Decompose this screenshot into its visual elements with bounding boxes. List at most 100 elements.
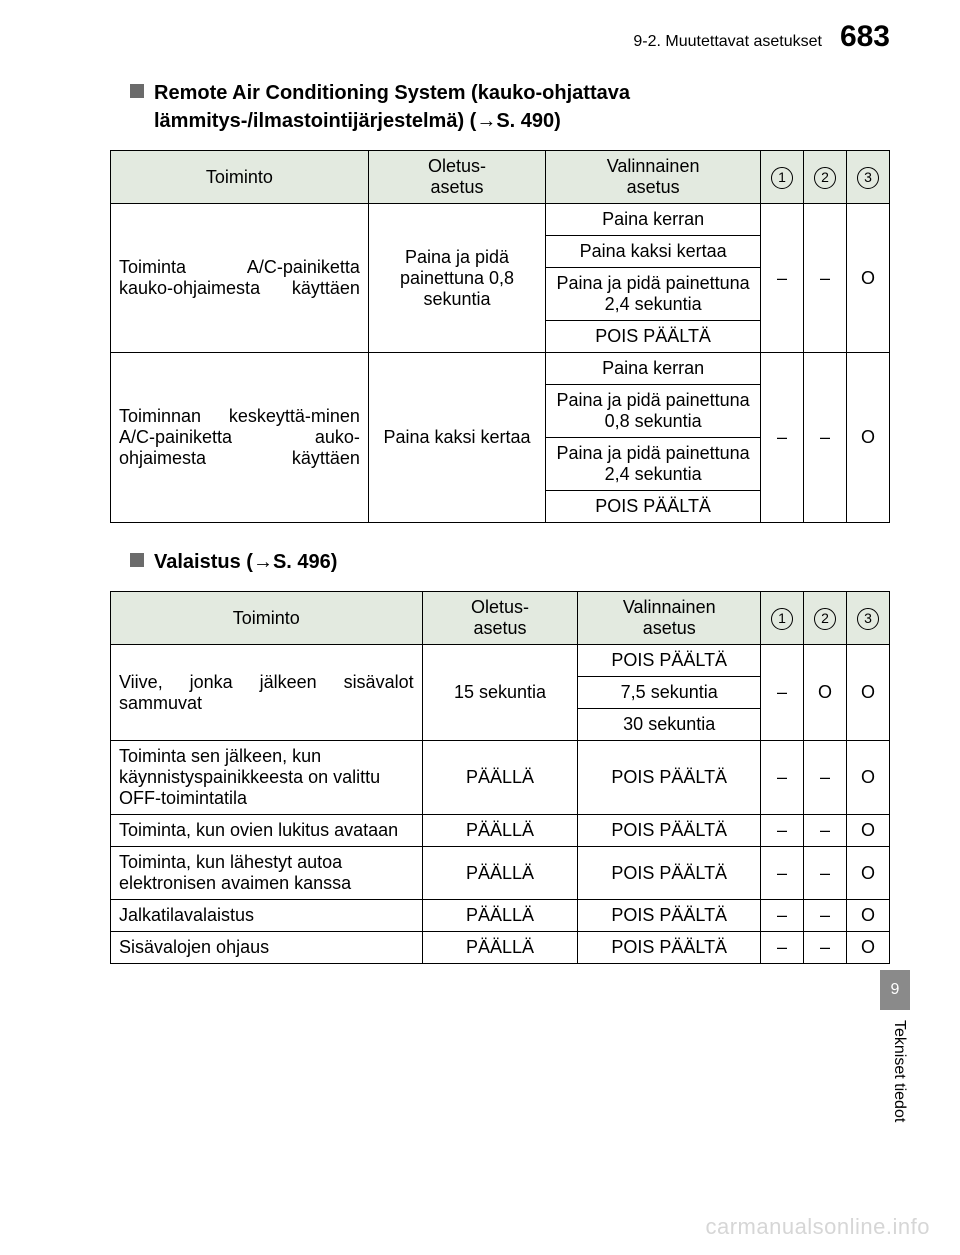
header-section: 9-2. Muutettavat asetukset xyxy=(633,33,822,51)
table-row: Toiminta, kun ovien lukitus avataan PÄÄL… xyxy=(111,815,890,847)
cell-n3: O xyxy=(846,204,889,353)
cell-function: Toiminta A/C-painiketta kauko-ohjaimesta… xyxy=(111,204,369,353)
cell-n2: O xyxy=(804,645,847,741)
table-row: Toiminta, kun lähestyt autoa elektronise… xyxy=(111,847,890,900)
col-optional: Valinnainen asetus xyxy=(578,592,761,645)
cell-n3: O xyxy=(846,815,889,847)
cell-n3: O xyxy=(846,645,889,741)
circled-3-icon: 3 xyxy=(857,608,879,630)
table-row: Toiminta A/C-painiketta kauko-ohjaimesta… xyxy=(111,204,890,236)
col-function: Toiminto xyxy=(111,592,423,645)
cell-option: Paina ja pidä painettuna 0,8 sekuntia xyxy=(546,385,761,438)
cell-n1: – xyxy=(761,900,804,932)
cell-option: Paina kerran xyxy=(546,353,761,385)
cell-default: 15 sekuntia xyxy=(422,645,578,741)
cell-function: Jalkatilavalaistus xyxy=(111,900,423,932)
cell-default: PÄÄLLÄ xyxy=(422,900,578,932)
col-default: Oletus- asetus xyxy=(368,151,545,204)
circled-2-icon: 2 xyxy=(814,608,836,630)
chapter-label: Tekniset tiedot xyxy=(890,1020,908,1122)
cell-n3: O xyxy=(846,900,889,932)
cell-option: Paina ja pidä painettuna 2,4 sekuntia xyxy=(546,268,761,321)
cell-function: Toiminnan keskeyttä-minen A/C-painiketta… xyxy=(111,353,369,523)
bullet-icon xyxy=(130,84,144,98)
cell-option: Paina kerran xyxy=(546,204,761,236)
title-ref: S. 490) xyxy=(496,110,560,132)
col-default: Oletus- asetus xyxy=(422,592,578,645)
section-title: Remote Air Conditioning System (kauko-oh… xyxy=(154,79,890,135)
cell-n2: – xyxy=(804,932,847,964)
cell-option: 30 sekuntia xyxy=(578,709,761,741)
cell-n1: – xyxy=(761,741,804,815)
cell-n2: – xyxy=(804,204,847,353)
table-remote-ac: Toiminto Oletus- asetus Valinnainen aset… xyxy=(110,150,890,523)
col-default-text: Oletus- asetus xyxy=(471,597,529,638)
cell-n3: O xyxy=(846,932,889,964)
cell-default: PÄÄLLÄ xyxy=(422,847,578,900)
col-optional: Valinnainen asetus xyxy=(546,151,761,204)
cell-option: POIS PÄÄLTÄ xyxy=(578,741,761,815)
cell-function: Toiminta sen jälkeen, kun käynnistyspain… xyxy=(111,741,423,815)
col-optional-text: Valinnainen asetus xyxy=(623,597,716,638)
col-2: 2 xyxy=(804,151,847,204)
title-ref: S. 496) xyxy=(273,551,337,573)
cell-option: POIS PÄÄLTÄ xyxy=(578,847,761,900)
page-header: 9-2. Muutettavat asetukset 683 xyxy=(110,20,890,54)
col-function: Toiminto xyxy=(111,151,369,204)
cell-function: Viive, jonka jälkeen sisävalot sammuvat xyxy=(111,645,423,741)
header-page-number: 683 xyxy=(840,20,890,54)
cell-n1: – xyxy=(761,645,804,741)
cell-n2: – xyxy=(804,900,847,932)
cell-n2: – xyxy=(804,847,847,900)
circled-1-icon: 1 xyxy=(771,608,793,630)
cell-n3: O xyxy=(846,353,889,523)
watermark: carmanualsonline.info xyxy=(705,1214,930,1240)
cell-n1: – xyxy=(761,815,804,847)
page-content: 9-2. Muutettavat asetukset 683 Remote Ai… xyxy=(0,0,960,1009)
col-3: 3 xyxy=(846,151,889,204)
table-row: Sisävalojen ohjaus PÄÄLLÄ POIS PÄÄLTÄ – … xyxy=(111,932,890,964)
cell-n2: – xyxy=(804,815,847,847)
arrow-icon: → xyxy=(476,110,496,132)
table-row: Viive, jonka jälkeen sisävalot sammuvat … xyxy=(111,645,890,677)
cell-default: PÄÄLLÄ xyxy=(422,815,578,847)
cell-option: 7,5 sekuntia xyxy=(578,677,761,709)
circled-3-icon: 3 xyxy=(857,167,879,189)
cell-option: Paina ja pidä painettuna 2,4 sekuntia xyxy=(546,438,761,491)
chapter-number: 9 xyxy=(891,981,900,999)
arrow-icon: → xyxy=(253,551,273,573)
cell-option: POIS PÄÄLTÄ xyxy=(578,815,761,847)
cell-n3: O xyxy=(846,741,889,815)
col-optional-text: Valinnainen asetus xyxy=(607,156,700,197)
cell-n1: – xyxy=(761,847,804,900)
section-heading-lighting: Valaistus (→S. 496) xyxy=(130,548,890,576)
cell-n1: – xyxy=(761,932,804,964)
col-2: 2 xyxy=(804,592,847,645)
cell-default: PÄÄLLÄ xyxy=(422,741,578,815)
circled-1-icon: 1 xyxy=(771,167,793,189)
cell-n2: – xyxy=(804,741,847,815)
cell-n1: – xyxy=(761,204,804,353)
cell-option: Paina kaksi kertaa xyxy=(546,236,761,268)
table-header-row: Toiminto Oletus- asetus Valinnainen aset… xyxy=(111,151,890,204)
col-1: 1 xyxy=(761,151,804,204)
cell-n2: – xyxy=(804,353,847,523)
table-row: Toiminnan keskeyttä-minen A/C-painiketta… xyxy=(111,353,890,385)
cell-n3: O xyxy=(846,847,889,900)
cell-function: Toiminta, kun lähestyt autoa elektronise… xyxy=(111,847,423,900)
col-3: 3 xyxy=(846,592,889,645)
table-row: Toiminta sen jälkeen, kun käynnistyspain… xyxy=(111,741,890,815)
cell-option: POIS PÄÄLTÄ xyxy=(578,900,761,932)
table-lighting: Toiminto Oletus- asetus Valinnainen aset… xyxy=(110,591,890,964)
cell-option: POIS PÄÄLTÄ xyxy=(546,321,761,353)
title-text: Valaistus ( xyxy=(154,551,253,573)
cell-n1: – xyxy=(761,353,804,523)
circled-2-icon: 2 xyxy=(814,167,836,189)
bullet-icon xyxy=(130,553,144,567)
cell-option: POIS PÄÄLTÄ xyxy=(578,645,761,677)
section-heading-remote-ac: Remote Air Conditioning System (kauko-oh… xyxy=(130,79,890,135)
cell-option: POIS PÄÄLTÄ xyxy=(546,491,761,523)
chapter-tab: 9 xyxy=(880,970,910,1010)
col-1: 1 xyxy=(761,592,804,645)
cell-default: PÄÄLLÄ xyxy=(422,932,578,964)
